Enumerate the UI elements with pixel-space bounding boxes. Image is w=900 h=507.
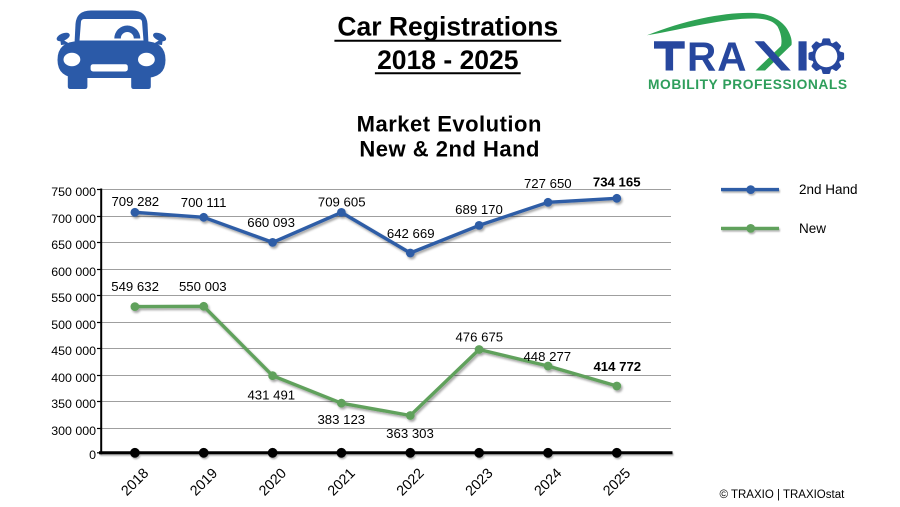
svg-text:414 772: 414 772 (593, 359, 641, 374)
svg-text:R: R (687, 33, 716, 79)
svg-text:700 000: 700 000 (51, 212, 96, 226)
svg-text:Market Evolution: Market Evolution (357, 112, 542, 137)
svg-text:2nd Hand: 2nd Hand (799, 182, 858, 197)
svg-text:Car Registrations: Car Registrations (337, 11, 558, 41)
svg-text:734 165: 734 165 (593, 174, 641, 189)
svg-text:350 000: 350 000 (51, 397, 96, 411)
svg-text:689 170: 689 170 (455, 202, 503, 217)
svg-text:A: A (717, 33, 746, 79)
svg-text:2018 - 2025: 2018 - 2025 (377, 45, 518, 75)
svg-text:476 675: 476 675 (455, 330, 503, 345)
svg-text:300 000: 300 000 (51, 424, 96, 438)
svg-text:550 000: 550 000 (51, 291, 96, 305)
svg-text:© TRAXIO | TRAXIOstat: © TRAXIO | TRAXIOstat (720, 489, 846, 501)
svg-text:MOBILITY PROFESSIONALS: MOBILITY PROFESSIONALS (648, 77, 848, 92)
svg-text:500 000: 500 000 (51, 318, 96, 332)
svg-text:0: 0 (89, 448, 96, 462)
svg-text:431 491: 431 491 (247, 387, 295, 402)
svg-text:727 650: 727 650 (524, 176, 572, 191)
svg-text:450 000: 450 000 (51, 344, 96, 358)
svg-text:New & 2nd Hand: New & 2nd Hand (359, 137, 540, 162)
svg-text:660 093: 660 093 (247, 215, 295, 230)
svg-text:600 000: 600 000 (51, 265, 96, 279)
svg-text:650 000: 650 000 (51, 238, 96, 252)
svg-text:400 000: 400 000 (51, 371, 96, 385)
svg-text:750 000: 750 000 (51, 185, 96, 199)
svg-text:448 277: 448 277 (523, 349, 571, 364)
svg-text:700 111: 700 111 (181, 195, 227, 210)
svg-text:550 003: 550 003 (179, 279, 227, 294)
svg-text:549 632: 549 632 (111, 279, 159, 294)
svg-text:383 123: 383 123 (317, 412, 365, 427)
svg-text:363 303: 363 303 (386, 426, 434, 441)
svg-text:642 669: 642 669 (387, 226, 435, 241)
svg-text:New: New (799, 221, 826, 236)
svg-text:709 282: 709 282 (111, 194, 159, 209)
svg-text:709 605: 709 605 (318, 195, 366, 210)
